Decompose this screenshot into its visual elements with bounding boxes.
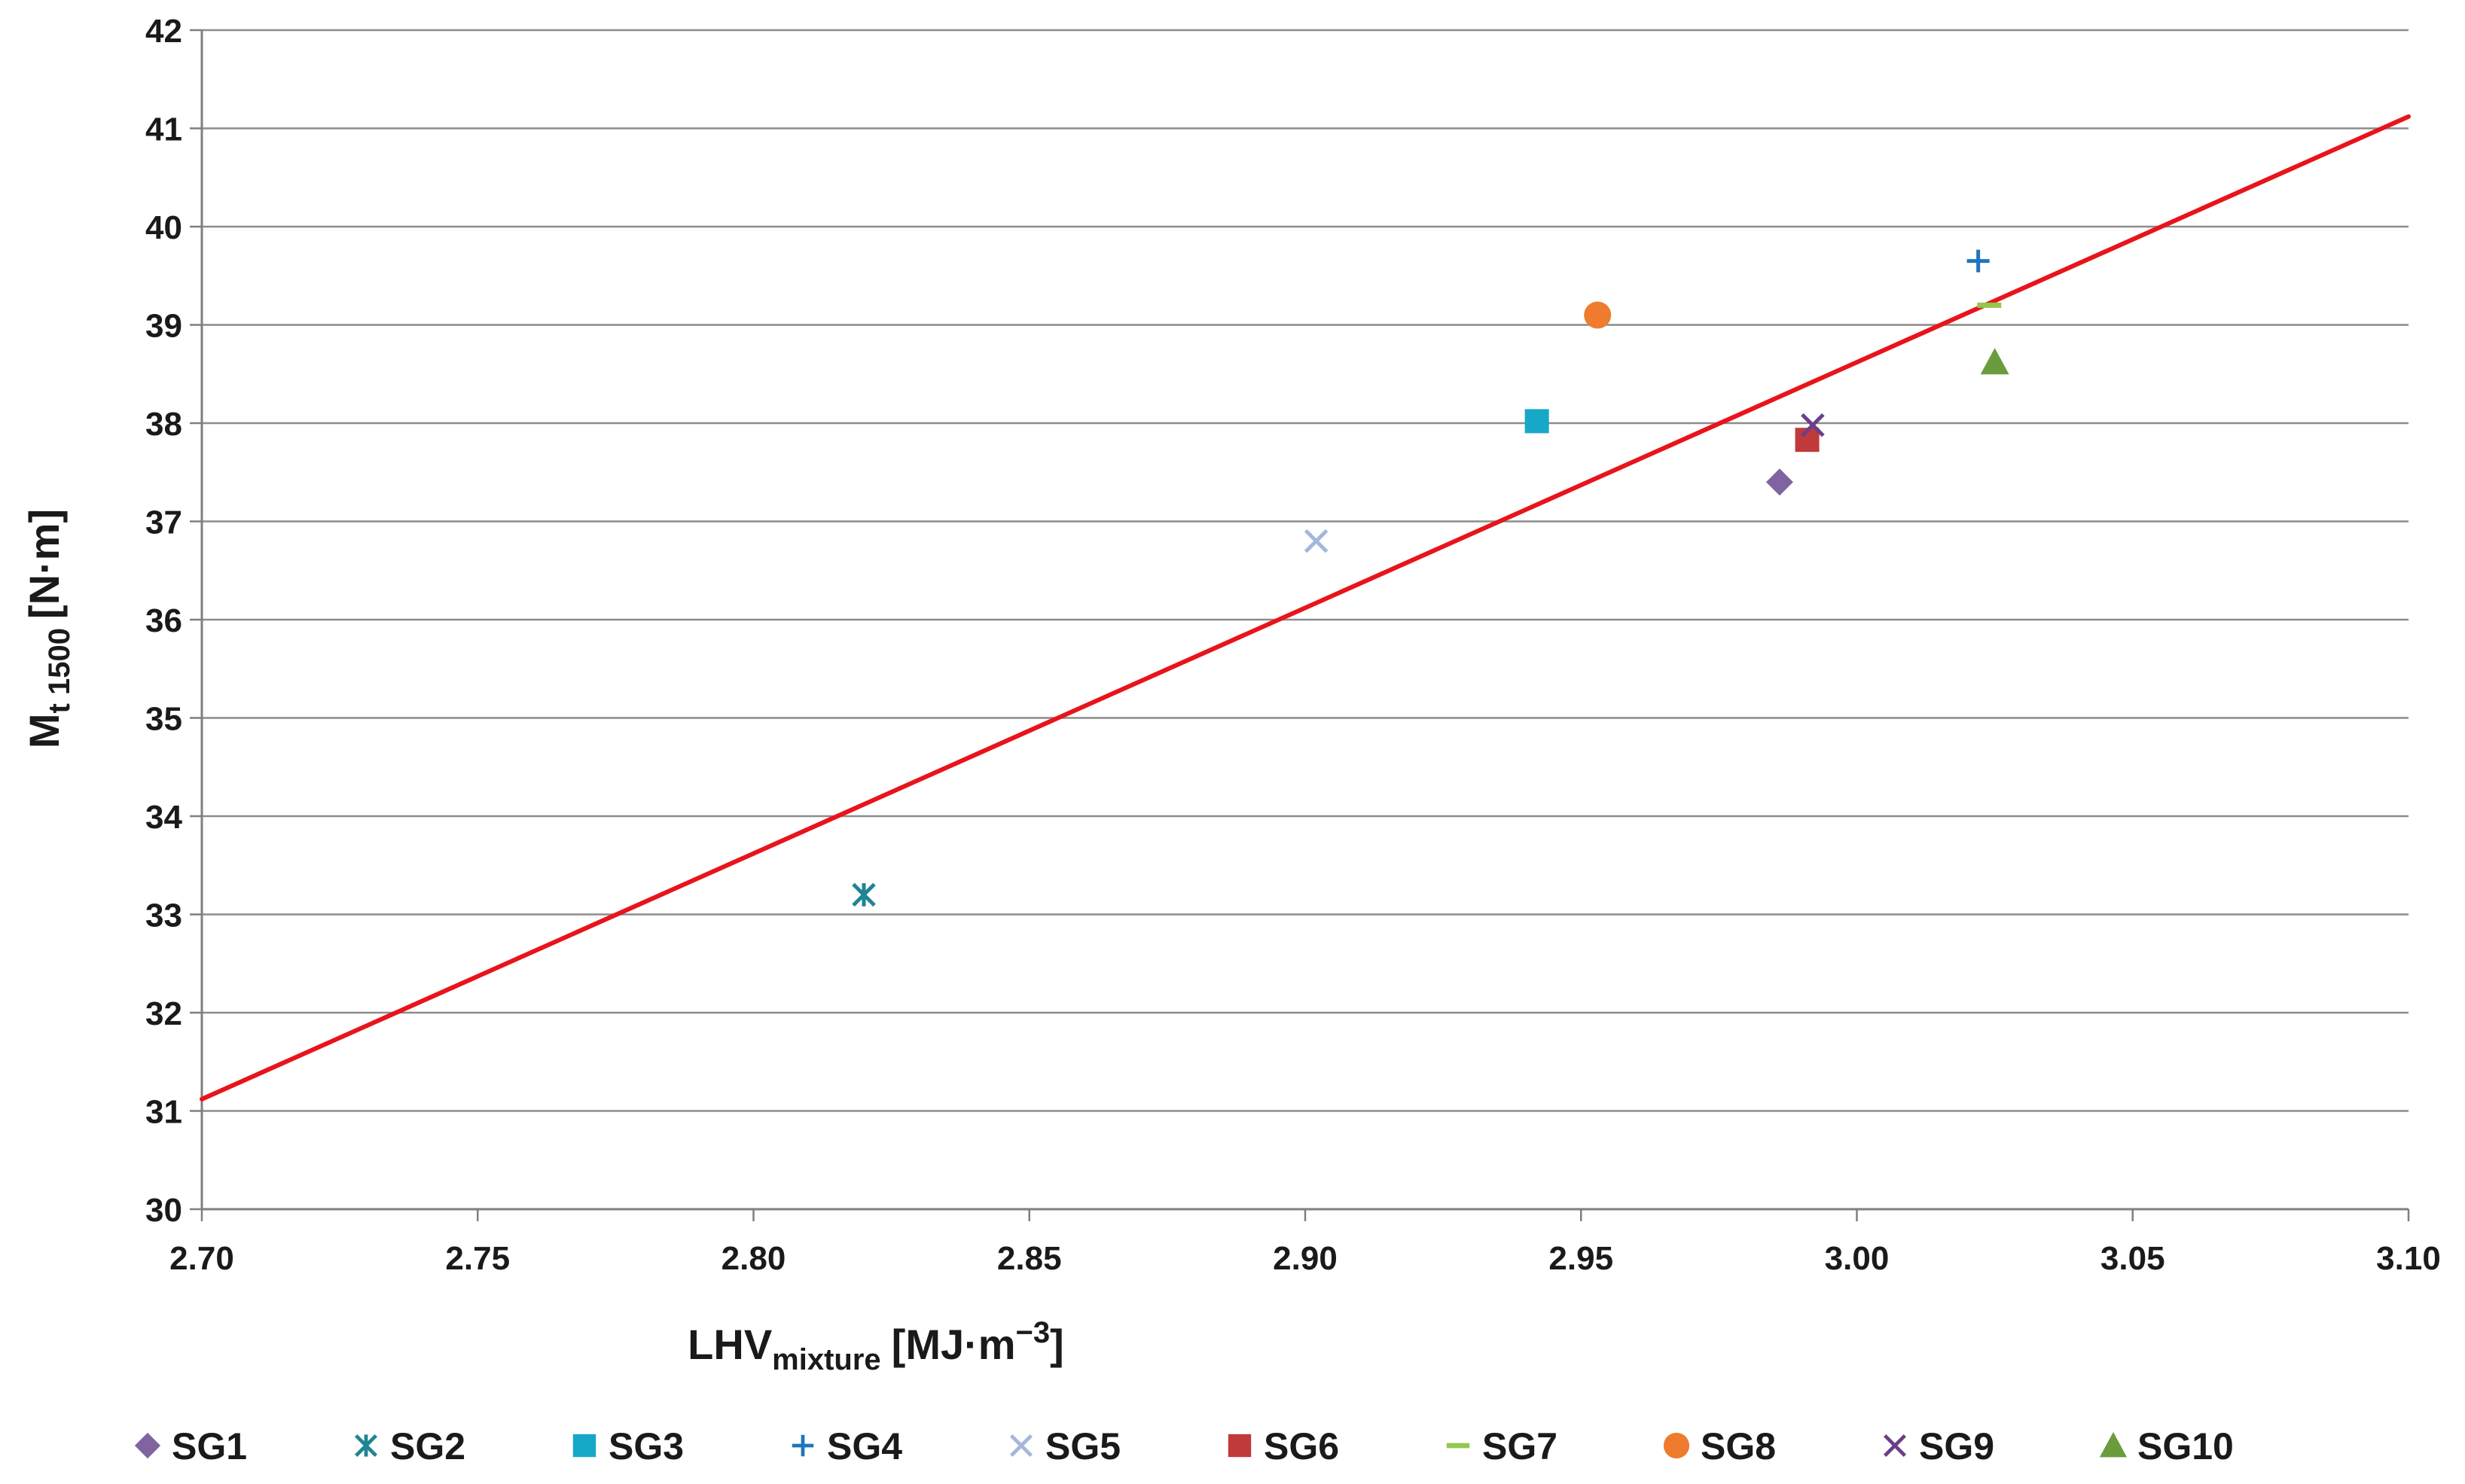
legend-marker-sg4 xyxy=(792,1434,814,1457)
data-point-sg5 xyxy=(1304,529,1329,553)
y-tick-label: 32 xyxy=(145,995,182,1032)
marker-asterisk xyxy=(852,882,876,907)
x-tick-label: 2.85 xyxy=(997,1240,1062,1277)
marker-x xyxy=(1801,413,1825,437)
legend-label-sg2: SG2 xyxy=(390,1425,465,1467)
x-tick-label: 2.80 xyxy=(722,1240,786,1277)
trendline-group xyxy=(200,114,2411,1102)
legend-label-sg1: SG1 xyxy=(172,1425,247,1467)
marker-circle xyxy=(1584,301,1612,329)
x-axis-label-close: ] xyxy=(1050,1321,1064,1368)
marker-x xyxy=(1304,529,1329,553)
legend-label-sg6: SG6 xyxy=(1264,1425,1339,1467)
data-point-sg10 xyxy=(1980,348,2009,375)
y-tick-label: 30 xyxy=(145,1192,182,1229)
legend-label-sg4: SG4 xyxy=(827,1425,902,1467)
y-axis-label-main: M xyxy=(20,713,68,748)
x-axis-label-unit: [MJ·m xyxy=(892,1321,1016,1368)
legend-marker-sg5 xyxy=(1010,1434,1033,1457)
x-tick-label: 2.90 xyxy=(1273,1240,1338,1277)
marker-plus xyxy=(1966,249,1990,273)
x-tick-label: 3.05 xyxy=(2100,1240,2165,1277)
marker-plus xyxy=(792,1434,814,1457)
legend-marker-sg1 xyxy=(134,1432,161,1459)
legend-marker-sg2 xyxy=(355,1434,377,1457)
legend-label-sg7: SG7 xyxy=(1482,1425,1557,1467)
legend-label-sg9: SG9 xyxy=(1919,1425,1994,1467)
y-tick-label: 31 xyxy=(145,1094,182,1131)
legend-marker-sg3 xyxy=(572,1434,596,1458)
marker-triangle xyxy=(1980,348,2009,375)
x-axis-label: LHVmixture [MJ·m−3] xyxy=(688,1316,1064,1376)
y-axis-label-unit: [N·m] xyxy=(20,509,68,619)
legend: SG1 SG2 SG3 SG4 SG5 SG6 SG7 SG8 SG9 SG10 xyxy=(134,1425,2234,1467)
y-axis-label-sub: t 1500 xyxy=(43,628,76,713)
x-axis-label-sub: mixture xyxy=(772,1343,881,1376)
marker-square xyxy=(1524,409,1549,434)
x-tick-label: 2.75 xyxy=(445,1240,510,1277)
x-axis-label-main: LHV xyxy=(688,1321,772,1368)
data-point-sg3 xyxy=(1524,409,1549,434)
y-tick-label: 33 xyxy=(145,897,182,934)
data-point-sg1 xyxy=(1765,468,1793,496)
y-tick-label: 34 xyxy=(145,799,182,836)
marker-square xyxy=(572,1434,596,1458)
y-tick-label: 37 xyxy=(145,504,182,541)
marker-x xyxy=(1884,1434,1906,1457)
x-tick-labels: 2.70 2.75 2.80 2.85 2.90 2.95 3.00 3.05 3.10 xyxy=(169,1240,2441,1277)
y-tick-label: 40 xyxy=(145,209,182,246)
y-tick-label: 36 xyxy=(145,602,182,639)
legend-marker-sg6 xyxy=(1228,1434,1252,1458)
marker-triangle xyxy=(2099,1431,2128,1458)
x-tick-label: 3.10 xyxy=(2376,1240,2441,1277)
data-point-sg9 xyxy=(1801,413,1825,437)
data-points xyxy=(852,249,2009,907)
trendline xyxy=(200,114,2411,1102)
marker-circle xyxy=(1663,1432,1690,1459)
y-tick-label: 42 xyxy=(145,13,182,50)
legend-marker-sg8 xyxy=(1663,1432,1690,1459)
marker-square xyxy=(1228,1434,1252,1458)
legend-label-sg5: SG5 xyxy=(1045,1425,1121,1467)
marker-x xyxy=(1010,1434,1033,1457)
x-tick-label: 2.70 xyxy=(169,1240,234,1277)
marker-diamond xyxy=(1765,468,1793,496)
x-tick-label: 3.00 xyxy=(1825,1240,1890,1277)
y-tick-label: 38 xyxy=(145,406,182,443)
legend-marker-sg10 xyxy=(2099,1431,2128,1458)
legend-marker-sg9 xyxy=(1884,1434,1906,1457)
x-axis-label-sup: −3 xyxy=(1016,1316,1051,1349)
data-point-sg4 xyxy=(1966,249,1990,273)
marker-diamond xyxy=(134,1432,161,1459)
marker-asterisk xyxy=(355,1434,377,1457)
y-tick-label: 39 xyxy=(145,308,182,345)
legend-label-sg3: SG3 xyxy=(609,1425,684,1467)
gridlines xyxy=(202,29,2409,1112)
legend-label-sg10: SG10 xyxy=(2137,1425,2234,1467)
x-tick-label: 2.95 xyxy=(1548,1240,1613,1277)
y-axis-label: Mt 1500 [N·m] xyxy=(20,509,76,748)
legend-label-sg8: SG8 xyxy=(1701,1425,1776,1467)
y-tick-labels: 30 31 32 33 34 35 36 37 38 39 40 41 42 xyxy=(145,13,182,1229)
axes xyxy=(190,29,2410,1221)
y-tick-label: 41 xyxy=(145,111,182,148)
y-tick-label: 35 xyxy=(145,701,182,738)
data-point-sg2 xyxy=(852,882,876,907)
data-point-sg8 xyxy=(1584,301,1612,329)
